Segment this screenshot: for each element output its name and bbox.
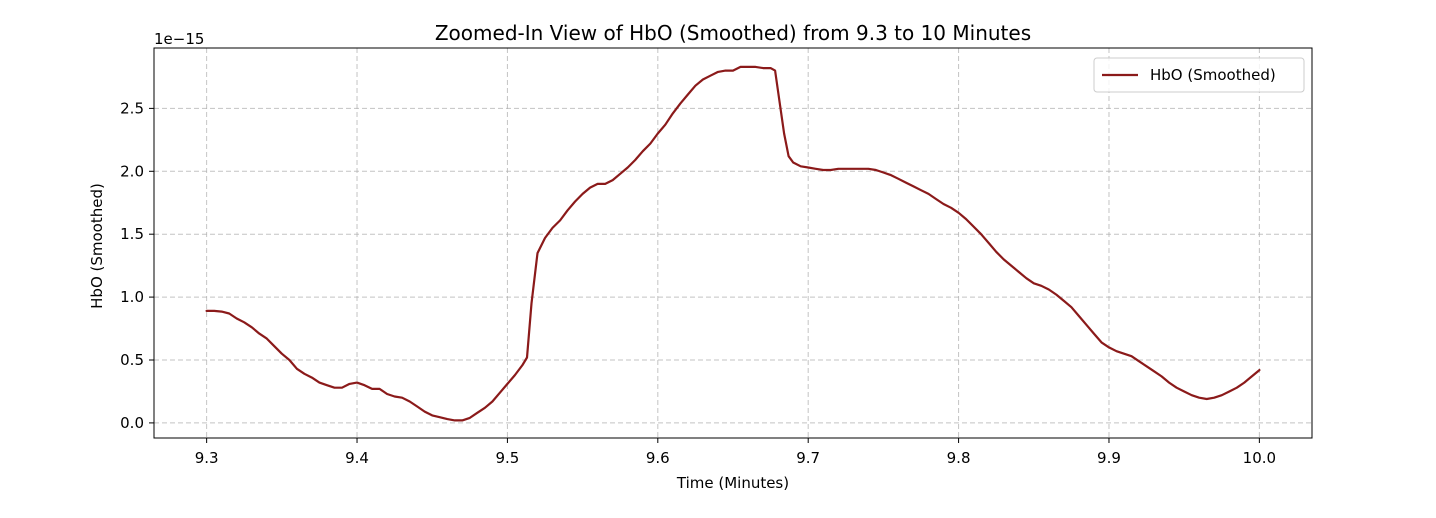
y-tick-label: 2.0 [120, 162, 144, 180]
x-tick-label: 9.6 [646, 449, 670, 467]
x-tick-label: 9.3 [195, 449, 219, 467]
y-axis-offset-text: 1e−15 [154, 30, 204, 48]
x-tick-label: 9.9 [1097, 449, 1121, 467]
x-tick-label: 9.4 [345, 449, 369, 467]
x-tick-label: 9.8 [947, 449, 971, 467]
y-axis: 0.0 0.5 1.0 1.5 2.0 2.5 [120, 99, 154, 432]
series-line-hbo-smoothed [205, 65, 1261, 422]
legend-label: HbO (Smoothed) [1150, 66, 1276, 84]
y-tick-label: 0.0 [120, 414, 144, 432]
grid [154, 48, 1312, 438]
x-tick-label: 9.7 [796, 449, 820, 467]
chart-title: Zoomed-In View of HbO (Smoothed) from 9.… [435, 21, 1031, 45]
y-tick-label: 1.5 [120, 225, 144, 243]
y-tick-label: 1.0 [120, 288, 144, 306]
legend-box [1093, 57, 1305, 93]
x-axis-label: Time (Minutes) [676, 474, 789, 492]
legend: HbO (Smoothed) [1093, 57, 1305, 93]
x-axis: 9.3 9.4 9.5 9.6 9.7 9.8 9.9 10.0 [195, 438, 1276, 467]
x-tick-label: 10.0 [1243, 449, 1276, 467]
y-axis-label: HbO (Smoothed) [88, 183, 106, 309]
y-tick-label: 0.5 [120, 351, 144, 369]
plot-area [154, 48, 1312, 438]
x-tick-label: 9.5 [495, 449, 519, 467]
y-tick-label: 2.5 [120, 99, 144, 117]
plot-frame [153, 47, 1313, 439]
